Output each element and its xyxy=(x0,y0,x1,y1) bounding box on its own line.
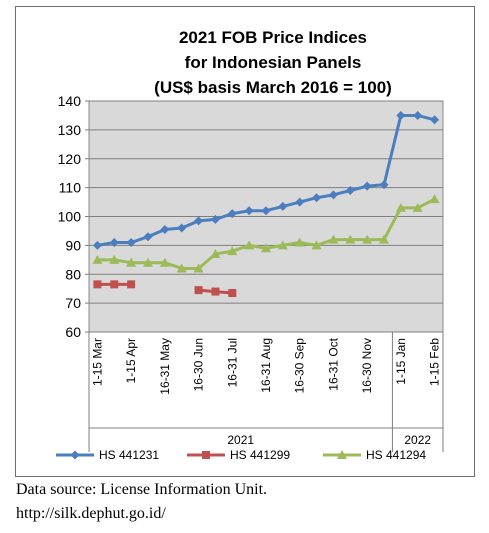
data-point xyxy=(194,286,203,295)
series-hs-441299 xyxy=(93,280,237,298)
data-point xyxy=(127,280,136,289)
data-point xyxy=(227,246,238,256)
data-point xyxy=(177,223,187,233)
chart-frame: 2021 FOB Price Indices for Indonesian Pan… xyxy=(15,6,475,477)
chart: 2021 FOB Price Indices for Indonesian Pan… xyxy=(56,28,444,462)
data-point xyxy=(413,110,423,120)
series-layer xyxy=(92,110,440,298)
data-point xyxy=(345,186,355,196)
data-point xyxy=(92,254,103,264)
y-axis-ticks: 60 70 80 90 100 110 120 130 140 xyxy=(58,93,89,340)
data-point xyxy=(412,202,423,212)
data-point xyxy=(362,181,372,191)
x-tick-label: 16-31 Jul xyxy=(225,338,239,387)
x-tick-label: 1-15 Apr xyxy=(124,338,138,383)
data-point xyxy=(345,234,356,244)
data-point xyxy=(70,450,80,460)
x-tick-label: 16-30 Nov xyxy=(360,338,374,393)
chart-title-line: for Indonesian Panels xyxy=(185,53,362,72)
data-point xyxy=(395,202,406,212)
series-hs-441294 xyxy=(92,194,440,273)
data-point xyxy=(93,280,102,289)
y-tick-label: 70 xyxy=(65,295,81,311)
x-tick-label: 1-15 Mar xyxy=(90,338,104,386)
data-point xyxy=(244,206,254,216)
x-tick-label: 1-15 Jan xyxy=(394,338,408,385)
data-point xyxy=(143,232,153,242)
data-point xyxy=(109,237,119,247)
chart-title: 2021 FOB Price Indices for Indonesian Pan… xyxy=(154,28,392,97)
y-tick-label: 60 xyxy=(65,324,81,340)
data-point xyxy=(278,201,288,211)
legend-label: HS 441294 xyxy=(366,448,426,462)
data-point xyxy=(362,234,373,244)
x-tick-label: 16-31 Oct xyxy=(326,337,340,390)
data-point xyxy=(210,214,220,224)
y-tick-label: 80 xyxy=(65,266,81,282)
data-point xyxy=(143,257,153,267)
data-point xyxy=(379,234,389,244)
legend-label: HS 441231 xyxy=(99,448,159,462)
data-point xyxy=(202,451,210,459)
data-point xyxy=(194,216,204,226)
data-point xyxy=(244,240,255,250)
data-point xyxy=(261,243,271,253)
x-group-label: 2021 xyxy=(227,433,254,447)
data-point xyxy=(176,263,187,273)
y-tick-label: 140 xyxy=(58,93,82,109)
data-point xyxy=(159,257,170,267)
data-point xyxy=(396,110,406,120)
data-point xyxy=(312,193,322,203)
data-point xyxy=(311,240,322,250)
data-point xyxy=(337,450,347,459)
data-point xyxy=(379,180,389,190)
x-tick-label: 16-30 Sep xyxy=(293,338,307,394)
x-tick-label: 16-30 Jun xyxy=(192,338,206,391)
data-point xyxy=(126,257,137,267)
data-point xyxy=(277,240,288,250)
x-tick-label: 16-31 Aug xyxy=(259,338,273,393)
chart-title-line: (US$ basis March 2016 = 100) xyxy=(154,78,392,97)
data-point xyxy=(261,206,271,216)
data-point xyxy=(160,224,170,234)
y-tick-label: 110 xyxy=(59,180,82,196)
x-axis: 1-15 Mar 1-15 Apr 16-31 May 16-30 Jun 16-31 … xyxy=(88,332,444,452)
data-source-url: http://silk.dephut.go.id/ xyxy=(16,505,166,522)
x-group-label: 2022 xyxy=(404,433,431,447)
data-point xyxy=(294,237,305,247)
x-tick-label: 16-31 May xyxy=(158,338,172,395)
data-point xyxy=(430,115,440,125)
legend: HS 441231 HS 441299 HS 441294 xyxy=(56,448,426,462)
data-point xyxy=(328,234,339,244)
y-tick-label: 90 xyxy=(65,237,81,253)
data-point xyxy=(228,289,237,298)
legend-label: HS 441299 xyxy=(230,448,290,462)
data-source-text: Data source: License Information Unit. xyxy=(16,481,268,498)
chart-title-line: 2021 FOB Price Indices xyxy=(179,28,367,47)
data-point xyxy=(110,280,119,289)
data-point xyxy=(328,190,338,200)
data-point xyxy=(92,240,102,250)
y-tick-label: 120 xyxy=(58,151,82,167)
x-tick-label: 1-15 Feb xyxy=(428,338,442,386)
data-point xyxy=(295,197,305,207)
data-point xyxy=(429,194,440,204)
data-point xyxy=(109,254,120,264)
series-hs-441231 xyxy=(92,110,440,250)
data-point xyxy=(193,263,204,273)
y-tick-label: 130 xyxy=(58,122,82,138)
data-point xyxy=(211,287,220,296)
data-point xyxy=(227,209,237,219)
data-point xyxy=(210,249,221,259)
y-tick-label: 100 xyxy=(58,209,82,225)
